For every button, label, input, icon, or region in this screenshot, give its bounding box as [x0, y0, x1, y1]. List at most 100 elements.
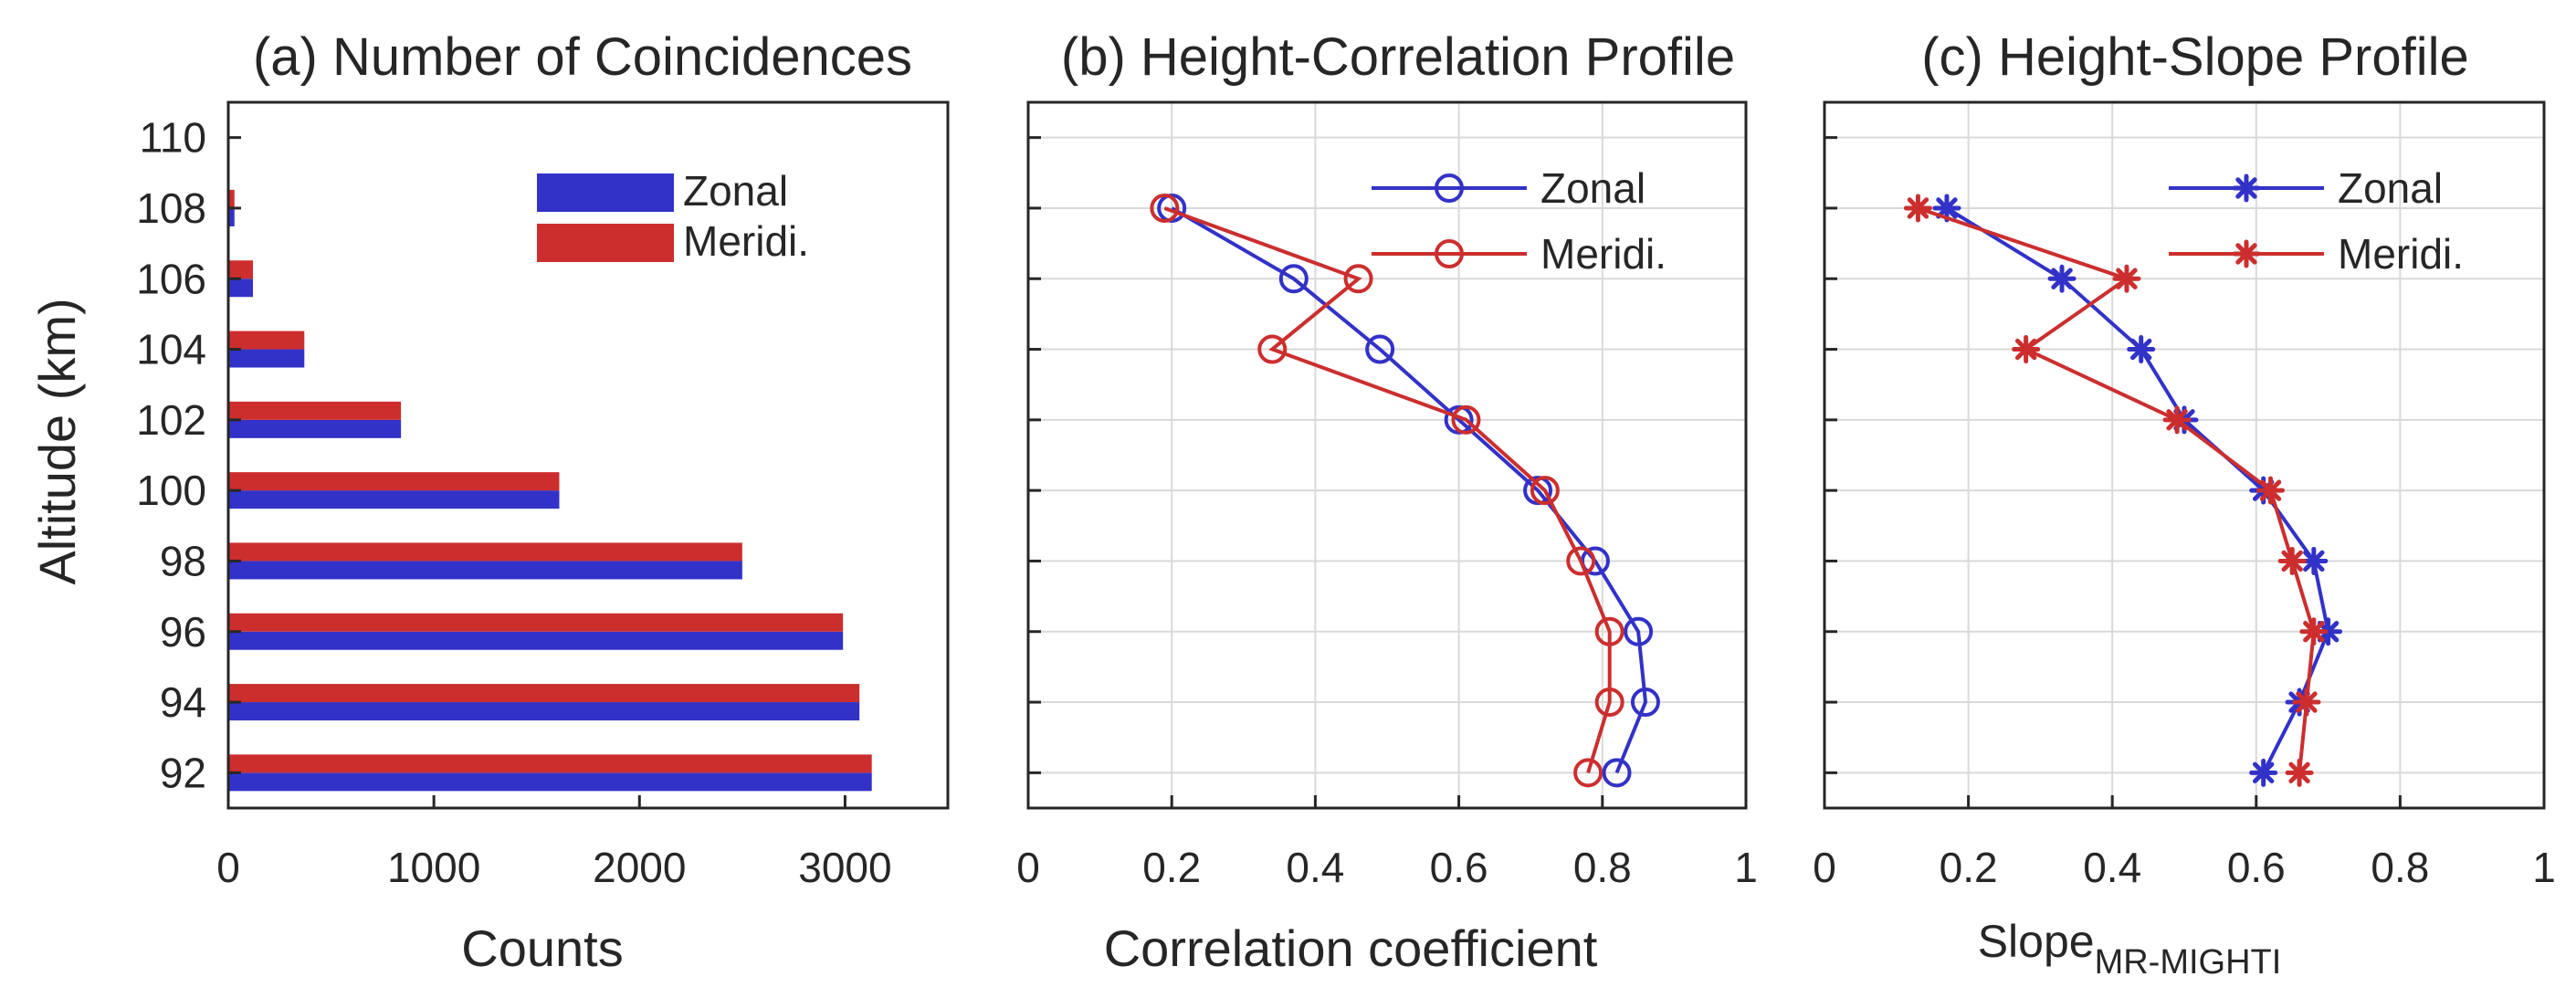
legend: Zonal Meridi.: [2169, 164, 2464, 278]
data-point: [1150, 193, 1180, 223]
bar: [228, 349, 305, 368]
bar: [228, 542, 742, 562]
x-axis-label-subscript: MR-MIGHTI: [2095, 943, 2282, 982]
y-tick-label: 94: [160, 678, 206, 726]
x-tick-label: 0.2: [1940, 844, 1998, 891]
x-axis-label-main: Slope: [1978, 916, 2095, 967]
panel-title: (c) Height-Slope Profile: [1921, 27, 2469, 87]
star-stroke: [2288, 761, 2310, 784]
y-tick-label: 106: [136, 255, 206, 302]
x-tick-label: 0.4: [1286, 844, 1344, 891]
x-tick-label: 1000: [387, 844, 480, 891]
data-point: [1573, 758, 1603, 788]
line-series-zonal: [1157, 193, 1660, 788]
data-point: [1365, 334, 1395, 364]
legend-label: Meridi.: [2338, 230, 2464, 278]
data-point-star: [2112, 264, 2141, 293]
legend-label: Meridi.: [683, 217, 809, 265]
data-point: [1594, 616, 1624, 646]
data-point: [1444, 404, 1474, 435]
data-point-star: [2047, 264, 2077, 293]
plot-frame: [1026, 100, 1748, 810]
data-point-star: [2285, 758, 2314, 787]
panel-b-correlation-profile: 0 0.2 0.4 0.6 0.8 1 (b) Height-Correlation Pro…: [1016, 27, 1758, 977]
plot-frame: [1823, 100, 2546, 810]
star-stroke: [2235, 177, 2257, 199]
bar: [228, 772, 872, 792]
data-point: [1624, 616, 1654, 646]
y-tick-label: 104: [136, 326, 206, 373]
legend: Zonal Meridi.: [1372, 164, 1667, 278]
data-point-star: [2299, 617, 2329, 646]
star-stroke: [2296, 691, 2318, 713]
line-series-meridi: [1903, 194, 2329, 787]
y-tick-label: 92: [160, 749, 206, 796]
legend-label: Zonal: [2338, 164, 2443, 212]
star-stroke: [2259, 479, 2282, 501]
data-point-star: [2162, 405, 2192, 435]
data-point-star: [1903, 194, 1932, 223]
star-stroke: [2166, 409, 2188, 431]
bar: [228, 419, 402, 438]
data-point-star: [2256, 476, 2286, 505]
bar: [228, 702, 860, 721]
x-tick-label: 0.6: [2227, 844, 2286, 891]
panel-title: (b) Height-Correlation Profile: [1061, 27, 1735, 87]
bar: [228, 260, 254, 279]
bar: [228, 331, 305, 350]
data-point-star: [2012, 335, 2041, 364]
x-tick-label: 2000: [593, 844, 686, 891]
legend-label: Zonal: [1540, 164, 1645, 212]
star-stroke: [2281, 550, 2303, 572]
star-stroke: [2116, 268, 2138, 289]
data-point: [1602, 758, 1632, 788]
x-tick-label: 1: [1734, 844, 1758, 891]
x-tick-label: 0.8: [2371, 844, 2429, 891]
series-line: [1163, 206, 1612, 773]
panel-c-slope-profile: 0 0.2 0.4 0.6 0.8 1 (c) Height-Slope Profile Sl…: [1813, 27, 2556, 982]
star-stroke: [2252, 761, 2275, 784]
series-line: [1171, 206, 1648, 774]
y-tick-label: 98: [160, 537, 206, 584]
data-point-star: [2249, 758, 2278, 787]
x-tick-label: 0.6: [1430, 844, 1488, 891]
legend-label: Meridi.: [1540, 230, 1667, 278]
data-point-star: [2232, 173, 2261, 203]
bar: [228, 684, 860, 703]
star-stroke: [2051, 268, 2073, 289]
star-stroke: [2235, 243, 2257, 265]
bar: [228, 490, 560, 509]
y-tick-label: 102: [136, 396, 206, 444]
x-tick-label: 1: [2532, 844, 2556, 891]
bar-series-meridi: [228, 189, 872, 773]
bar: [228, 631, 844, 650]
data-point: [1157, 193, 1187, 223]
line-series-meridi: [1150, 193, 1624, 788]
star-stroke: [2014, 338, 2037, 361]
panel-title: (a) Number of Coincidences: [253, 27, 912, 87]
panel-a-coincidences: 92 94 96 98 100 102 104 106 108 110 0 1000 2000 3000 (…: [28, 27, 950, 977]
data-point: [1451, 404, 1481, 435]
bar: [228, 613, 844, 632]
star-stroke: [1907, 197, 1929, 219]
x-tick-label: 0.2: [1142, 844, 1201, 891]
bar: [228, 754, 872, 773]
y-axis-label: Altitude (km): [28, 298, 86, 584]
data-point: [1566, 546, 1596, 576]
y-tick-label: 108: [136, 184, 206, 232]
bar: [228, 472, 560, 491]
x-tick-label: 0.8: [1573, 844, 1632, 891]
x-axis-label: Correlation coefficient: [1104, 919, 1598, 977]
y-tick-label: 96: [160, 608, 206, 656]
x-axis-label: SlopeMR-MIGHTI: [1978, 916, 2282, 982]
plot-frame: [226, 100, 950, 810]
legend-swatch: [537, 224, 674, 262]
data-point: [1343, 264, 1373, 294]
bar: [228, 278, 254, 298]
x-tick-label: 0: [1016, 844, 1040, 891]
x-axis-label: Counts: [461, 919, 623, 977]
bar: [228, 561, 742, 580]
star-stroke: [1936, 197, 1958, 219]
data-point-star: [2127, 335, 2156, 364]
